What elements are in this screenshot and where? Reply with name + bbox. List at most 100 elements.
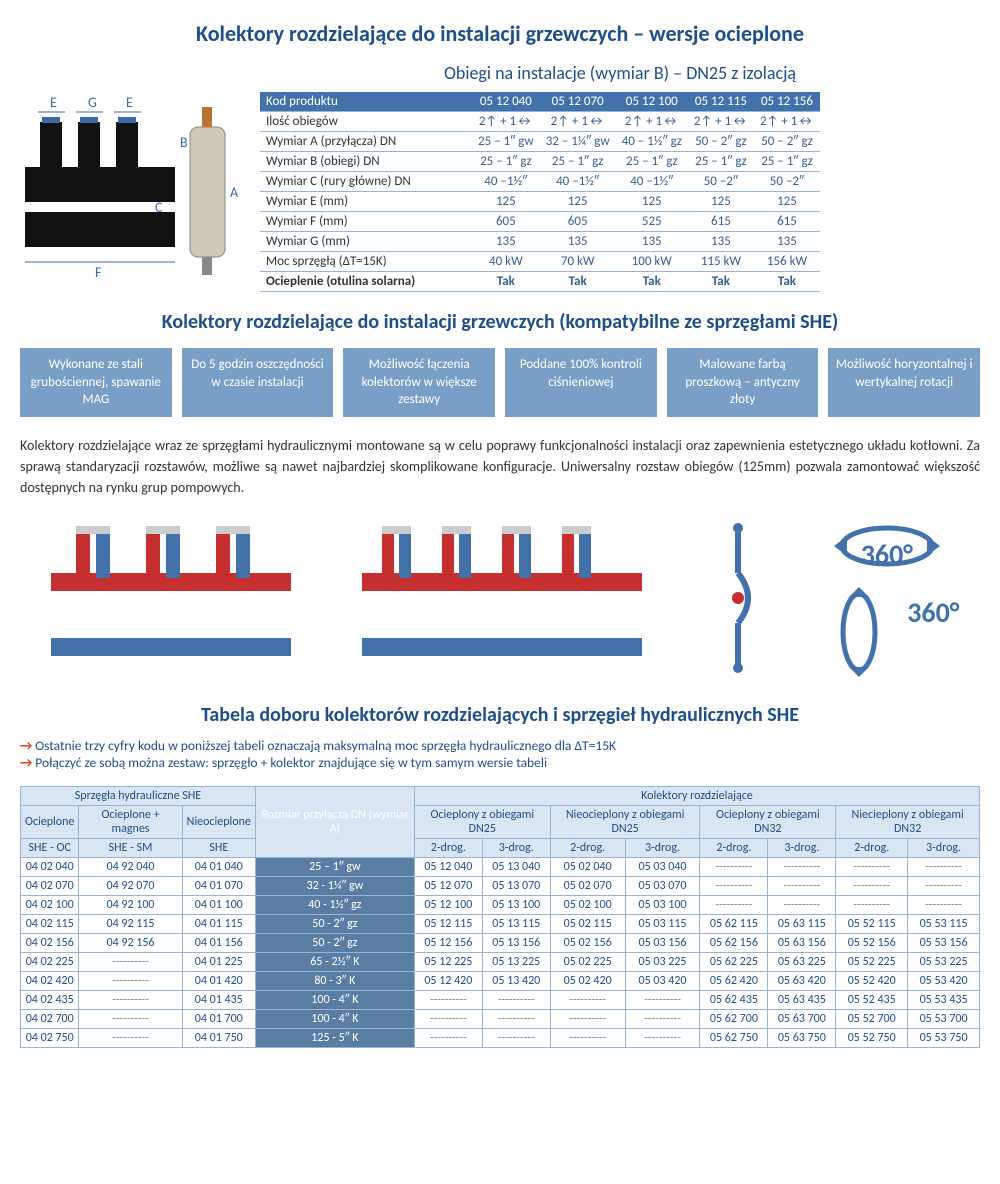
big-table-cell: 05 12 070 xyxy=(414,876,482,895)
spec-header-cell: 05 12 156 xyxy=(754,92,820,112)
big-table-cell: 05 02 156 xyxy=(550,933,625,952)
note-line: →Połączyć ze sobą można zestaw: sprzęgło… xyxy=(20,754,980,771)
big-table-cell: 04 01 700 xyxy=(182,1009,255,1028)
big-table-cell: 05 53 115 xyxy=(908,914,980,933)
spec-cell: 115 kW xyxy=(688,252,754,272)
big-table-cell: ---------- xyxy=(836,876,908,895)
big-table-cell: ---------- xyxy=(625,1009,700,1028)
spec-cell: Wymiar A (przyłącza) DN xyxy=(260,132,472,152)
spec-cell: 50 –2″ xyxy=(688,172,754,192)
big-table-cell: ---------- xyxy=(482,1009,550,1028)
big-table-cell: 05 62 700 xyxy=(700,1009,768,1028)
big-table-cell: 04 01 115 xyxy=(182,914,255,933)
big-table-cell: 32 - 1¼″ gw xyxy=(255,876,414,895)
big-table-cell: 05 62 420 xyxy=(700,971,768,990)
big-table-cell: 05 63 435 xyxy=(768,990,836,1009)
big-table-cell: ---------- xyxy=(414,1009,482,1028)
spec-cell: 135 xyxy=(688,232,754,252)
big-table-header: SHE - OC xyxy=(21,838,79,857)
big-table-header: Niecieplony z obiegami DN32 xyxy=(836,805,980,838)
notes: →Ostatnie trzy cyfry kodu w poniższej ta… xyxy=(20,737,980,771)
big-table-cell: 04 01 070 xyxy=(182,876,255,895)
big-table-cell: ---------- xyxy=(79,990,182,1009)
manifold-5way xyxy=(357,518,657,678)
big-table-cell: 05 13 070 xyxy=(482,876,550,895)
spec-cell: Wymiar B (obiegi) DN xyxy=(260,152,472,172)
svg-text:B: B xyxy=(180,134,188,151)
big-table-header: Rozmiar przyłącza DN (wymiar A) xyxy=(255,786,414,857)
svg-text:G: G xyxy=(88,94,97,111)
feature-box: Poddane 100% kontroli ciśnieniowej xyxy=(505,348,657,417)
spec-cell: 615 xyxy=(688,212,754,232)
big-table-cell: 04 01 750 xyxy=(182,1028,255,1047)
big-table-cell: 05 62 156 xyxy=(700,933,768,952)
big-table-cell: 65 - 2½″ K xyxy=(255,952,414,971)
spec-cell: 135 xyxy=(540,232,616,252)
big-table-cell: 05 63 156 xyxy=(768,933,836,952)
title-2: Kolektory rozdzielające do instalacji gr… xyxy=(20,310,980,334)
big-table-cell: ---------- xyxy=(908,876,980,895)
big-table-cell: ---------- xyxy=(700,857,768,876)
spec-cell: Tak xyxy=(754,272,820,292)
big-table-cell: 05 53 700 xyxy=(908,1009,980,1028)
big-table-cell: 04 02 100 xyxy=(21,895,79,914)
big-table-cell: 80 - 3″ K xyxy=(255,971,414,990)
spec-cell: 125 xyxy=(472,192,540,212)
big-table-cell: 05 63 750 xyxy=(768,1028,836,1047)
big-table-cell: ---------- xyxy=(414,990,482,1009)
big-table-cell: ---------- xyxy=(79,971,182,990)
big-table-cell: 04 02 435 xyxy=(21,990,79,1009)
spec-cell: 25 – 1″ gz xyxy=(540,152,616,172)
big-table-cell: 05 03 040 xyxy=(625,857,700,876)
big-table-cell: 04 02 115 xyxy=(21,914,79,933)
spec-cell: 40 – 1½″ gz xyxy=(616,132,688,152)
big-table-cell: 100 - 4″ K xyxy=(255,1009,414,1028)
spec-table: Kod produktu05 12 04005 12 07005 12 1000… xyxy=(260,92,820,292)
spec-cell: 40 –1½″ xyxy=(540,172,616,192)
big-table-cell: 05 03 115 xyxy=(625,914,700,933)
big-table-cell: 05 02 115 xyxy=(550,914,625,933)
big-table-cell: 05 13 100 xyxy=(482,895,550,914)
big-table-cell: 05 02 225 xyxy=(550,952,625,971)
spec-cell: 2↑ + 1↔ xyxy=(688,112,754,132)
big-table-cell: 04 92 115 xyxy=(79,914,182,933)
spec-header-cell: 05 12 040 xyxy=(472,92,540,112)
big-table-header: 2-drog. xyxy=(836,838,908,857)
big-table-cell: 05 52 225 xyxy=(836,952,908,971)
big-table-cell: 100 - 4″ K xyxy=(255,990,414,1009)
feature-box: Malowane farbą proszkową – antyczny złot… xyxy=(667,348,819,417)
big-table-cell: 04 02 750 xyxy=(21,1028,79,1047)
big-table-cell: ---------- xyxy=(79,1009,182,1028)
big-table-cell: 05 13 040 xyxy=(482,857,550,876)
spec-cell: 135 xyxy=(472,232,540,252)
big-table-cell: ---------- xyxy=(768,895,836,914)
spec-cell: 70 kW xyxy=(540,252,616,272)
big-table-cell: 05 52 750 xyxy=(836,1028,908,1047)
big-table-header: 2-drog. xyxy=(550,838,625,857)
spec-header-cell: 05 12 070 xyxy=(540,92,616,112)
big-table-cell: ---------- xyxy=(768,857,836,876)
spec-cell: 100 kW xyxy=(616,252,688,272)
spec-cell: 50 – 2″ gz xyxy=(688,132,754,152)
big-table-header: 3-drog. xyxy=(625,838,700,857)
big-table-cell: 25 – 1″ gw xyxy=(255,857,414,876)
manifold-4way xyxy=(46,518,306,678)
spec-cell: 135 xyxy=(616,232,688,252)
big-table-header: SHE - SM xyxy=(79,838,182,857)
big-table-header: Ocieplone + magnes xyxy=(79,805,182,838)
svg-text:A: A xyxy=(230,184,239,201)
big-table-cell: ---------- xyxy=(550,990,625,1009)
spec-header-cell: Kod produktu xyxy=(260,92,472,112)
spec-cell: 40 kW xyxy=(472,252,540,272)
spec-cell: 525 xyxy=(616,212,688,232)
big-table-cell: 50 - 2″ gz xyxy=(255,933,414,952)
big-table-cell: 125 - 5″ K xyxy=(255,1028,414,1047)
title-3: Tabela doboru kolektorów rozdzielających… xyxy=(20,703,980,727)
svg-text:C: C xyxy=(155,199,163,216)
spec-cell: 50 – 2″ gz xyxy=(754,132,820,152)
big-table-header: 3-drog. xyxy=(768,838,836,857)
big-table-cell: 04 01 156 xyxy=(182,933,255,952)
big-table-header: Sprzęgła hydrauliczne SHE xyxy=(21,786,256,805)
big-table-cell: ---------- xyxy=(414,1028,482,1047)
illustration-row: 360° 360° xyxy=(20,513,980,683)
